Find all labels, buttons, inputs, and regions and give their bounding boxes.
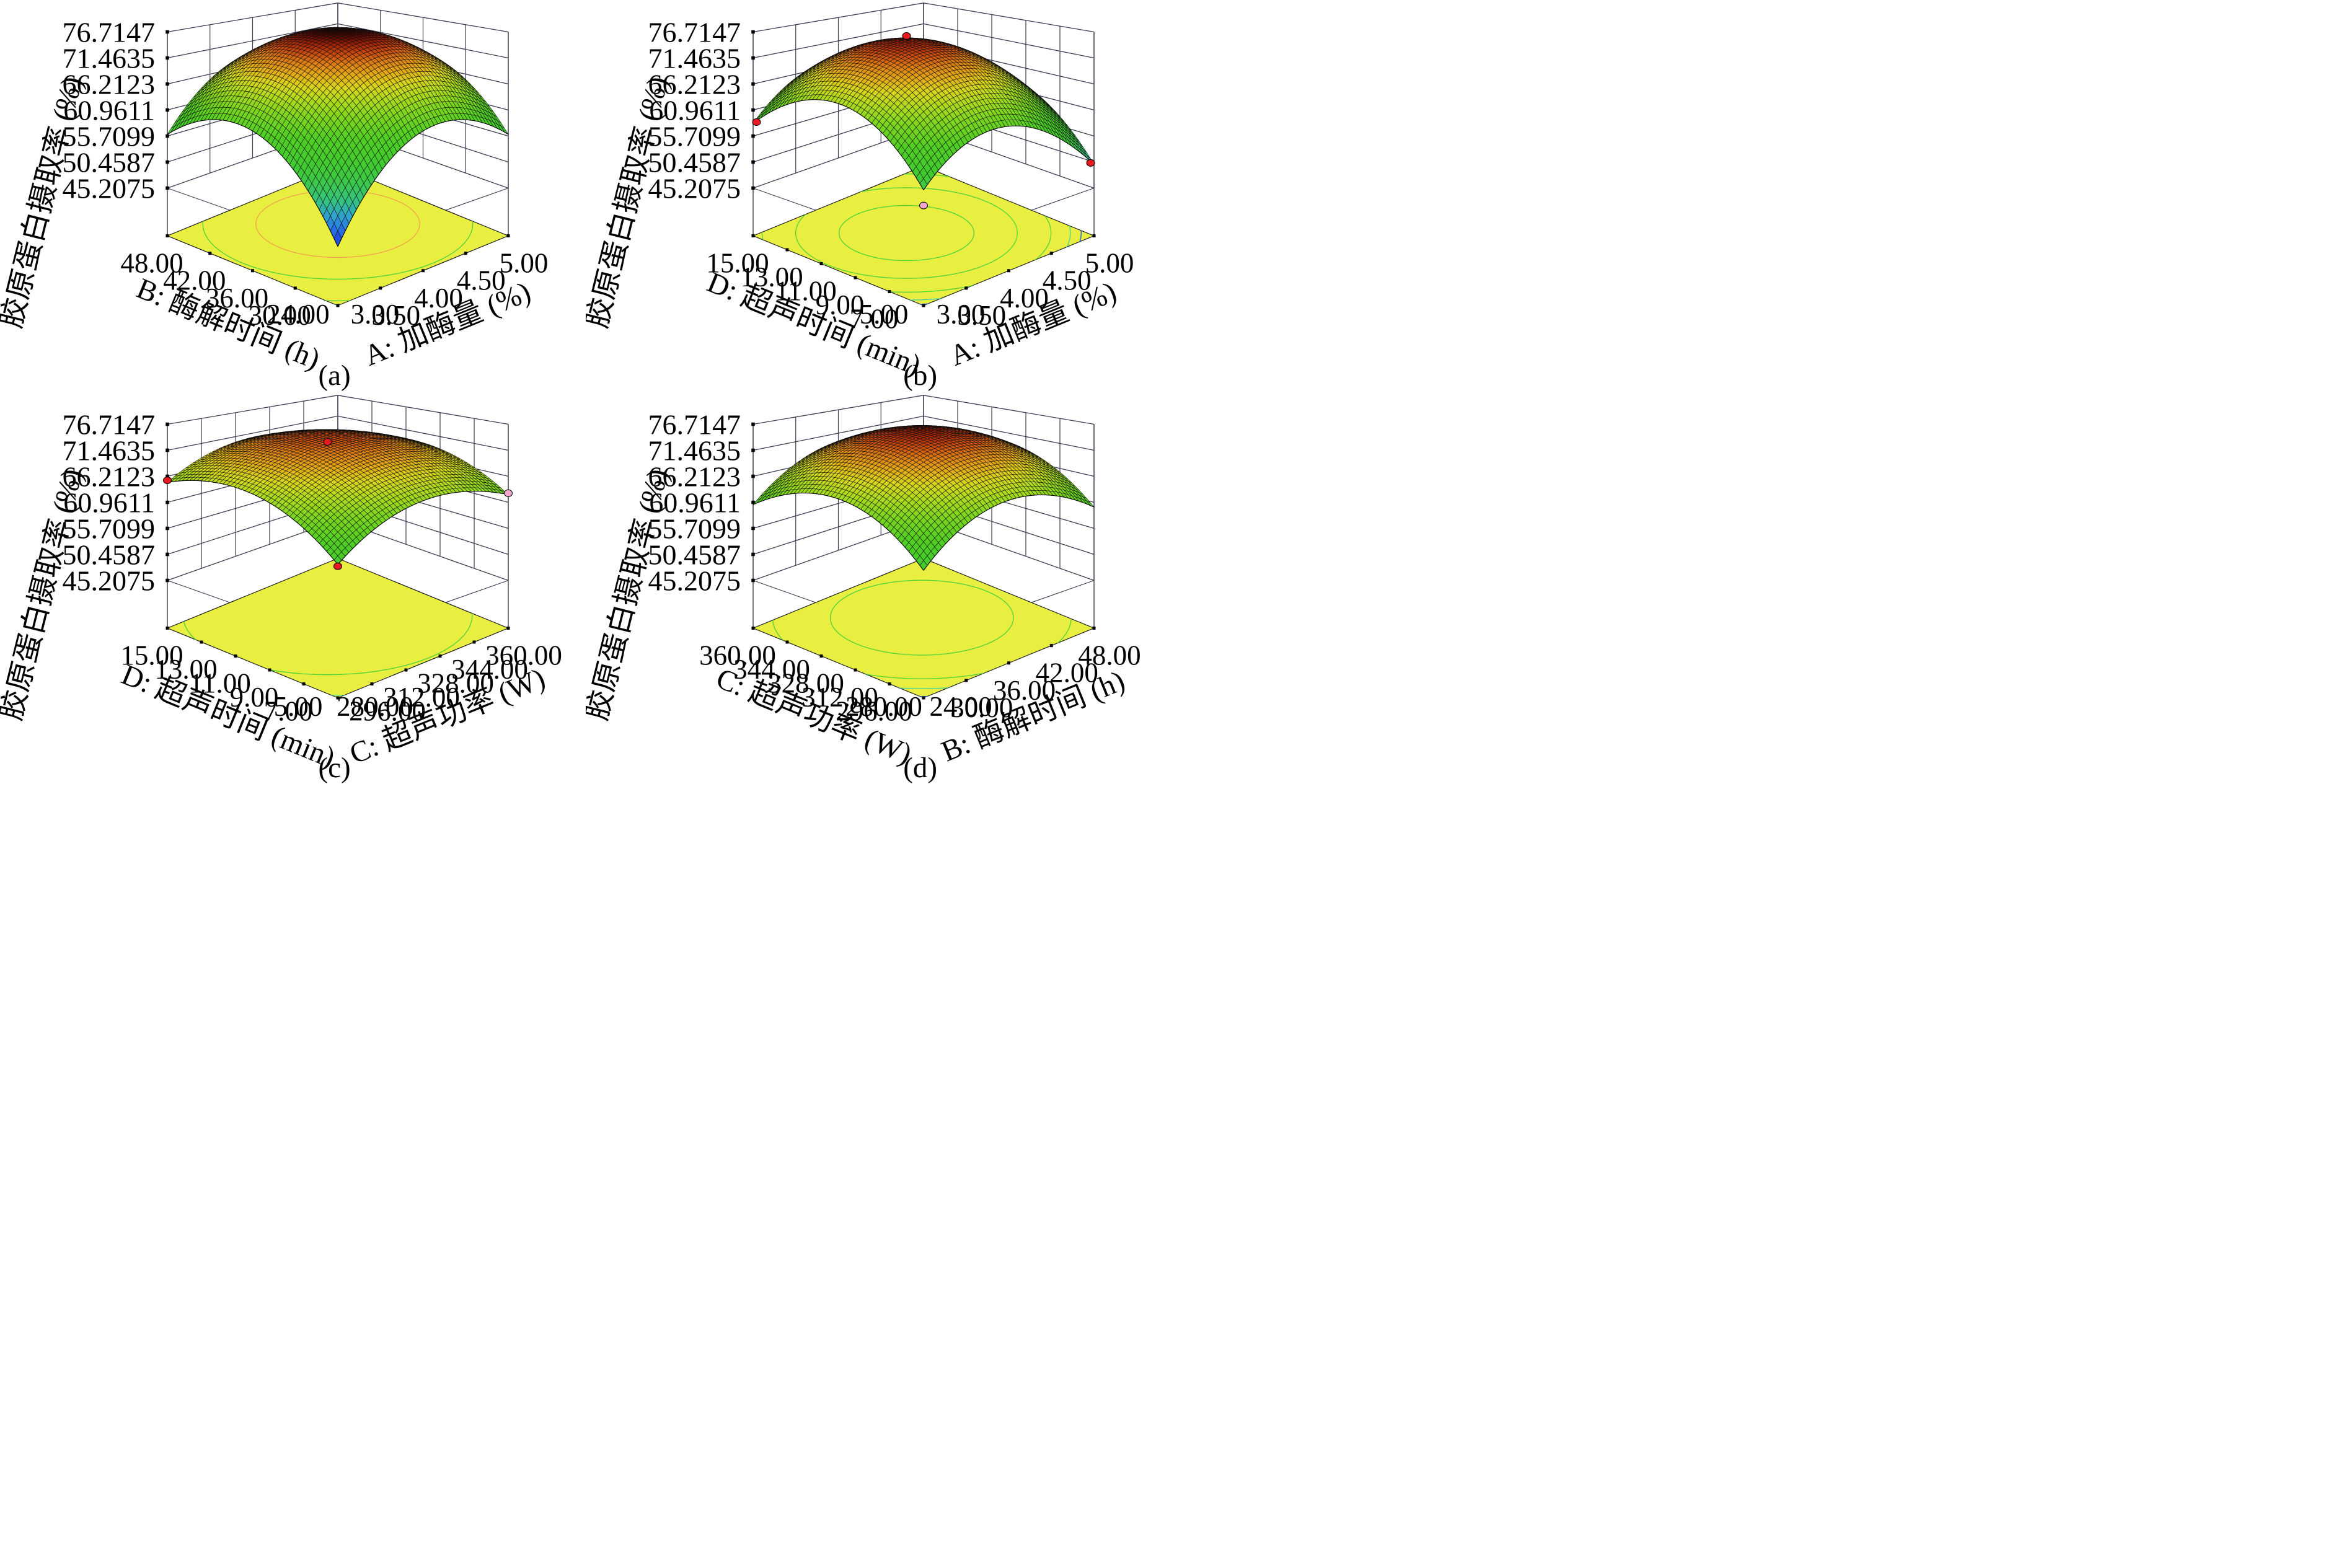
right-axis-tick-label: 4.00: [414, 283, 463, 314]
panel-c: 76.7147 71.4635 66.2123 60.9611 55.7099 50.45…: [0, 392, 586, 785]
left-axis-tick-label: 11.00: [189, 667, 251, 698]
left-axis-tick-label: 9.00: [816, 289, 865, 320]
left-axis-tick-label: 36.00: [206, 283, 268, 314]
right-axis-tick-label: 36.00: [993, 674, 1056, 705]
design-point-pink: [504, 489, 513, 497]
right-axis-tick-label: 312.00: [383, 682, 460, 713]
z-tick-label: 55.7099: [648, 513, 741, 544]
design-point-red: [1086, 159, 1095, 167]
left-axis-tick-label: 42.00: [163, 265, 226, 296]
design-point-dots: [752, 32, 1095, 209]
right-axis-tick-label: 360.00: [485, 640, 562, 671]
left-axis-tick-label: 360.00: [699, 640, 776, 671]
right-axis-tick-label: 30.00: [950, 692, 1013, 723]
left-axis-tick-label: 15.00: [706, 248, 769, 279]
left-axis-tick-label: 11.00: [775, 276, 837, 307]
left-axis-tick-label: 328.00: [767, 667, 844, 698]
panel-b: 76.7147 71.4635 66.2123 60.9611 55.7099 50.45…: [586, 0, 1172, 392]
figure-grid: 76.7147 71.4635 66.2123 60.9611 55.7099 50.45…: [0, 0, 1172, 784]
right-axis-tick-label: 328.00: [417, 667, 494, 698]
z-tick-label: 66.2123: [648, 460, 741, 492]
z-tick-label: 50.4587: [648, 539, 741, 570]
z-tick-label: 60.9611: [649, 487, 741, 518]
left-axis-tick-label: 13.00: [154, 654, 217, 685]
left-axis-tick-label: 30.00: [249, 300, 311, 331]
z-tick-label: 76.7147: [63, 17, 156, 48]
left-axis-tick-label: 9.00: [230, 682, 279, 713]
right-axis-tick-label: 42.00: [1036, 657, 1098, 688]
z-tick-label: 50.4587: [648, 147, 741, 178]
z-tick-label: 55.7099: [63, 513, 156, 544]
right-axis-tick-label: 296.00: [349, 695, 426, 726]
z-tick-label: 60.9611: [63, 487, 155, 518]
response-surface: [167, 27, 509, 247]
left-axis-tick-label: 48.00: [120, 248, 183, 279]
z-tick-label: 50.4587: [63, 147, 156, 178]
right-axis-tick-label: 5.00: [1085, 248, 1134, 279]
design-point-red: [163, 476, 172, 484]
z-tick-label: 66.2123: [63, 69, 156, 100]
panel-caption-a: (a): [318, 359, 351, 392]
z-tick-label: 71.4635: [648, 434, 741, 466]
z-tick-label: 66.2123: [63, 460, 156, 492]
design-point-red: [333, 562, 342, 570]
panel-caption-c: (c): [318, 751, 351, 784]
design-point-red: [752, 118, 761, 126]
design-point-red: [902, 32, 911, 40]
right-axis-tick-label: 5.00: [500, 248, 549, 279]
z-tick-label: 45.2075: [648, 565, 741, 596]
left-axis-tick-label: 5.00: [860, 299, 909, 330]
panel-caption-b: (b): [903, 359, 937, 392]
z-tick-label: 45.2075: [648, 173, 741, 205]
panel-caption-d: (d): [903, 751, 937, 784]
left-axis-tick-label: 7.00: [850, 304, 899, 335]
right-axis-tick-label: 48.00: [1078, 640, 1141, 671]
z-tick-label: 60.9611: [649, 95, 741, 126]
surface-plot-b: 76.714771.463566.212360.961155.709950.45…: [586, 2, 1134, 382]
left-axis-tick-label: 280.00: [845, 691, 922, 722]
left-axis-tick-label: 24.00: [267, 299, 329, 330]
right-axis-tick-label: 24.00: [929, 691, 992, 722]
z-tick-label: 71.4635: [648, 43, 741, 74]
surface-plot-c: 76.714771.463566.212360.961155.709950.45…: [0, 394, 562, 774]
z-tick-label: 45.2075: [63, 565, 156, 596]
right-axis-tick-label: 344.00: [451, 654, 528, 685]
z-tick-label: 50.4587: [63, 539, 156, 570]
response-surface: [167, 429, 509, 565]
surface-plot-d: 76.714771.463566.212360.961155.709950.45…: [586, 394, 1141, 770]
right-axis-tick-label: 3.50: [371, 300, 420, 331]
left-axis-tick-label: 7.00: [264, 695, 313, 726]
right-axis-tick-label: 4.50: [1043, 265, 1092, 296]
z-tick-label: 76.7147: [648, 17, 741, 48]
right-axis-tick-label: 4.00: [1000, 283, 1049, 314]
left-axis-tick-label: 344.00: [733, 654, 810, 685]
left-axis-tick-label: 312.00: [801, 682, 878, 713]
design-point-red: [323, 438, 332, 446]
z-tick-label: 66.2123: [648, 69, 741, 100]
left-axis-tick-label: 15.00: [120, 640, 183, 671]
response-surface: [752, 37, 1095, 191]
right-axis-tick-label: 4.50: [457, 265, 506, 296]
z-tick-label: 76.7147: [648, 408, 741, 440]
left-axis-tick-label: 13.00: [740, 262, 803, 293]
panel-a: 76.7147 71.4635 66.2123 60.9611 55.7099 50.45…: [0, 0, 586, 392]
design-point-dots: [163, 438, 513, 570]
response-surface: [752, 425, 1095, 571]
right-axis-tick-label: 3.00: [937, 299, 986, 330]
left-axis-tick-label: 296.00: [836, 695, 912, 726]
right-axis-tick-label: 3.00: [351, 299, 400, 330]
z-tick-label: 45.2075: [63, 173, 156, 205]
z-tick-label: 55.7099: [648, 121, 741, 152]
left-axis-tick-label: 5.00: [274, 691, 323, 722]
z-tick-label: 60.9611: [63, 95, 155, 126]
right-axis-tick-label: 280.00: [337, 691, 413, 722]
right-axis-tick-label: 3.50: [957, 300, 1006, 331]
design-point-pink: [919, 201, 928, 209]
z-tick-label: 55.7099: [63, 121, 156, 152]
z-tick-label: 71.4635: [63, 434, 156, 466]
z-tick-label: 76.7147: [63, 408, 156, 440]
surface-plot-a: 76.714771.463566.212360.961155.709950.45…: [0, 2, 549, 376]
z-tick-label: 71.4635: [63, 43, 156, 74]
panel-d: 76.7147 71.4635 66.2123 60.9611 55.7099 50.45…: [586, 392, 1172, 785]
